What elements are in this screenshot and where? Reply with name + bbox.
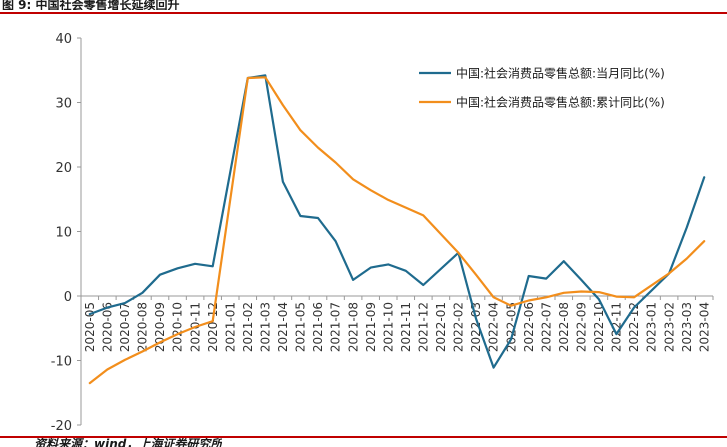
legend-label: 中国:社会消费品零售总额:当月同比(%)	[456, 66, 665, 81]
x-tick-label: 2022-02	[452, 302, 466, 352]
x-tick-label: 2022-04	[487, 302, 501, 352]
x-tick-label: 2021-04	[276, 302, 290, 352]
x-tick-label: 2021-12	[417, 302, 431, 352]
x-tick-label: 2021-08	[346, 302, 360, 352]
source-note: 资料来源：wind，上海证券研究所	[34, 438, 223, 447]
x-tick-label: 2022-08	[557, 302, 571, 352]
x-tick-label: 2020-10	[171, 302, 185, 352]
x-tick-label: 2020-06	[101, 302, 115, 352]
x-tick-label: 2022-03	[469, 302, 483, 352]
series-line-cumulative	[88, 76, 706, 385]
x-tick-label: 2022-10	[592, 302, 606, 352]
y-tick-label: 20	[55, 161, 72, 176]
x-tick-label: 2021-01	[223, 302, 237, 352]
x-tick-label: 2021-02	[241, 302, 255, 352]
x-tick-label: 2023-02	[662, 302, 676, 352]
legend-item-cumulative: 中国:社会消费品零售总额:累计同比(%)	[419, 95, 665, 110]
x-tick-label: 2020-12	[206, 302, 220, 352]
x-tick-label: 2022-07	[539, 302, 553, 352]
x-tick-label: 2022-11	[610, 302, 624, 352]
x-tick-label: 2023-01	[645, 302, 659, 352]
top-rule	[0, 12, 727, 14]
x-tick-label: 2020-07	[118, 302, 132, 352]
x-tick-label: 2022-12	[627, 302, 641, 352]
x-tick-label: 2020-05	[83, 302, 97, 352]
chart-axes: -20 -10 0 10 20 30 40 2020-05 2020-06 2020-07 2020…	[51, 32, 714, 434]
chart-legend: 中国:社会消费品零售总额:当月同比(%) 中国:社会消费品零售总额:累计同比(%)	[419, 66, 665, 110]
x-tick-label: 2022-09	[575, 302, 589, 352]
x-tick-label: 2023-03	[680, 302, 694, 352]
legend-label: 中国:社会消费品零售总额:累计同比(%)	[456, 95, 665, 110]
x-tick-label: 2022-05	[504, 302, 518, 352]
x-tick-label: 2021-07	[329, 302, 343, 352]
x-tick-label: 2021-09	[364, 302, 378, 352]
chart-series	[88, 74, 706, 385]
y-tick-label: 30	[55, 97, 72, 112]
y-tick-label: 10	[55, 226, 72, 241]
y-tick-label: 0	[64, 290, 72, 305]
figure-title: 图 9: 中国社会零售增长延续回升	[2, 0, 180, 10]
x-tick-label: 2020-08	[136, 302, 150, 352]
bottom-rule	[0, 436, 727, 438]
x-tick-label: 2021-06	[311, 302, 325, 352]
x-tick-label: 2022-01	[434, 302, 448, 352]
legend-item-monthly: 中国:社会消费品零售总额:当月同比(%)	[419, 66, 665, 81]
x-tick-label: 2021-10	[381, 302, 395, 352]
y-tick-label: -10	[51, 355, 72, 370]
x-tick-label: 2022-06	[522, 302, 536, 352]
x-tick-label: 2021-11	[399, 302, 413, 352]
y-tick-label: 40	[55, 32, 72, 47]
x-tick-label: 2021-03	[259, 302, 273, 352]
x-tick-label: 2023-04	[697, 302, 711, 352]
x-tick-label: 2021-05	[294, 302, 308, 352]
y-tick-label: -20	[51, 419, 72, 434]
